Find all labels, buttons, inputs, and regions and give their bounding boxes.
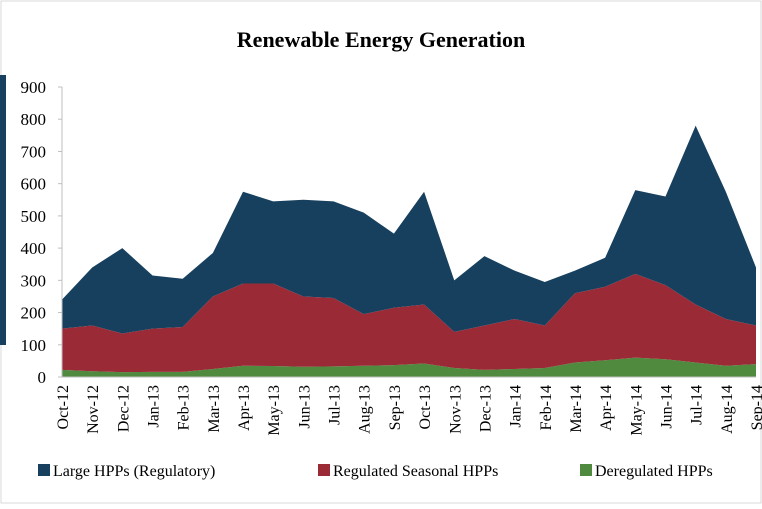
legend-swatch [318,464,330,476]
y-tick-label: 200 [21,304,47,323]
x-tick-label: Dec-12 [115,385,132,432]
area [62,357,756,377]
x-tick-label: Aug-13 [357,385,374,434]
legend-swatch [580,464,592,476]
x-tick-label: Sep-14 [749,385,762,430]
x-tick-label: Feb-14 [538,385,555,430]
x-tick-label: Feb-13 [176,385,193,430]
x-tick-label: Jul-14 [689,385,706,425]
legend-swatch [38,464,50,476]
x-tick-label: Oct-13 [417,385,434,429]
legend-label: Deregulated HPPs [595,463,713,480]
y-tick-label: 500 [21,207,47,226]
y-tick-label: 600 [21,175,47,194]
y-tick-label: 900 [21,78,47,97]
x-tick-label: Jan-14 [508,385,525,428]
x-tick-label: Jul-13 [327,385,344,425]
x-tick-label: Dec-13 [477,385,494,432]
legend-label: Large HPPs (Regulatory) [53,463,215,480]
area [62,273,756,373]
area [62,125,756,334]
y-tick-label: 0 [38,368,47,387]
x-tick-label: Nov-13 [447,385,464,434]
side-strip [0,75,6,345]
x-tick-label: May-14 [628,385,645,436]
x-tick-label: May-13 [266,385,283,436]
y-tick-label: 300 [21,271,47,290]
x-tick-label: Jun-13 [296,385,313,429]
x-tick-label: Nov-12 [85,385,102,434]
y-tick-label: 100 [21,336,47,355]
x-tick-label: Aug-14 [719,385,736,434]
x-tick-label: Apr-13 [236,385,253,431]
x-tick-label: Sep-13 [387,385,404,430]
y-tick-label: 700 [21,142,47,161]
x-tick-label: Mar-13 [206,385,223,433]
x-tick-label: Jun-14 [658,385,675,429]
y-tick-label: 400 [21,239,47,258]
legend-label: Regulated Seasonal HPPs [333,463,498,480]
x-tick-label: Mar-14 [568,385,585,433]
chart-title: Renewable Energy Generation [237,27,525,52]
y-tick-label: 800 [21,110,47,129]
x-tick-label: Jan-13 [146,385,163,428]
x-tick-label: Oct-12 [55,385,72,429]
x-tick-label: Apr-14 [598,385,615,431]
